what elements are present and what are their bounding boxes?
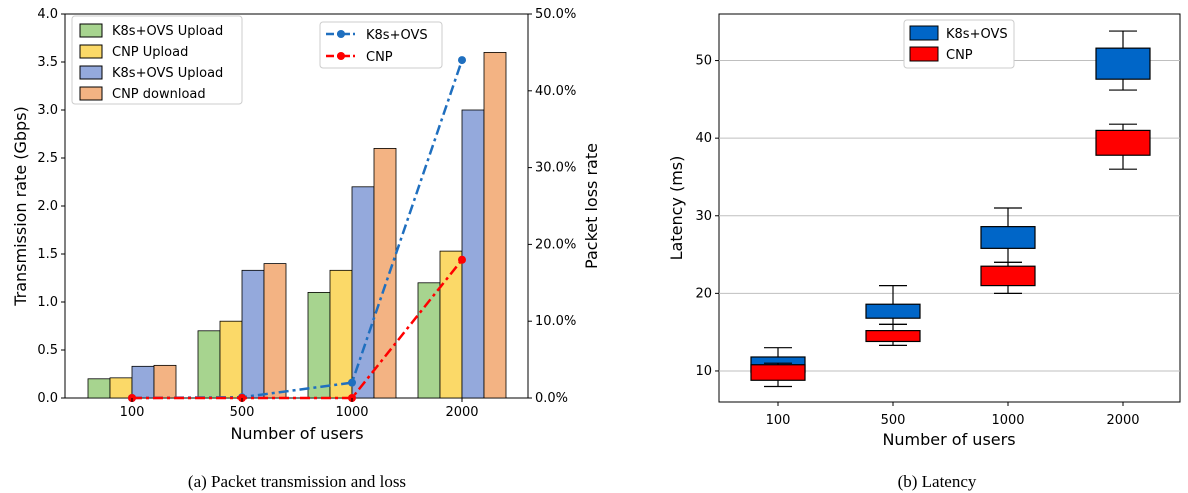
chart-a-bar-legend: K8s+OVS Upload CNP Upload K8s+OVS Upload… xyxy=(71,15,243,105)
chart-a-y2label: Packet loss rate xyxy=(582,143,601,269)
y-tick-label: 30 xyxy=(695,209,712,224)
legend-marker-cnp xyxy=(337,52,345,60)
legend-label-cnp-upload: CNP Upload xyxy=(112,45,188,60)
box-cnp-500 xyxy=(865,330,921,343)
bar-3-500 xyxy=(241,269,265,399)
box-k8s-500 xyxy=(865,303,921,319)
y2-tick-label: 50.0% xyxy=(535,7,576,22)
loss-point-k8s-2000 xyxy=(458,56,466,65)
bar-1-500 xyxy=(197,330,221,399)
loss-line-cnp xyxy=(132,258,463,400)
bar-4-2000 xyxy=(483,52,507,399)
bar-3-1000 xyxy=(351,186,375,399)
legend-label-k8s-upload: K8s+OVS Upload xyxy=(112,24,223,39)
box-k8s-1000 xyxy=(980,226,1036,249)
x-tick-label: 100 xyxy=(120,405,145,420)
box-cnp-1000 xyxy=(980,265,1036,287)
chart-b-legend: K8s+OVS CNP xyxy=(903,19,1015,69)
x-tick-label: 2000 xyxy=(1106,413,1139,428)
legend-marker-k8s xyxy=(337,30,345,38)
chart-a-xlabel: Number of users xyxy=(230,424,363,443)
chart-b-ylabel: Latency (ms) xyxy=(667,156,686,261)
legend-label-loss-cnp: CNP xyxy=(366,50,393,65)
bar-4-500 xyxy=(263,263,287,399)
chart-b-frame xyxy=(718,13,1181,403)
legend-label-loss-k8s: K8s+OVS xyxy=(366,28,428,43)
legend-swatch-k8s-upload-2 xyxy=(79,65,103,80)
chart-a-ylabel: Transmission rate (Gbps) xyxy=(11,106,30,307)
x-tick-label: 2000 xyxy=(445,405,478,420)
legend-swatch-k8s-upload xyxy=(79,23,103,38)
x-tick-label: 100 xyxy=(766,413,791,428)
line-legend-box xyxy=(319,21,443,69)
y-tick-label: 0.5 xyxy=(37,343,58,358)
bar-2-100 xyxy=(109,377,133,399)
y2-tick-label: 10.0% xyxy=(535,314,576,329)
y2-tick-label: 40.0% xyxy=(535,84,576,99)
y-tick-label: 1.0 xyxy=(37,295,58,310)
transmission-loss-chart: 0.0 0.5 1.0 1.5 2.0 2.5 3.0 3.5 4.0 0.0% 10.0% 20.… xyxy=(11,7,601,443)
box-cnp-100 xyxy=(750,364,806,381)
y-tick-label: 10 xyxy=(695,364,712,379)
legend-swatch-latency-k8s xyxy=(909,25,939,41)
bar-3-100 xyxy=(131,365,155,399)
box-cnp-2000 xyxy=(1095,129,1151,156)
legend-label-latency-cnp: CNP xyxy=(946,48,973,63)
caption-a: (a) Packet transmission and loss xyxy=(188,472,406,491)
y-tick-label: 3.0 xyxy=(37,103,58,118)
bar-4-1000 xyxy=(373,147,397,399)
y-tick-label: 50 xyxy=(695,54,712,69)
y2-tick-label: 20.0% xyxy=(535,237,576,252)
legend-label-latency-k8s: K8s+OVS xyxy=(946,27,1008,42)
x-tick-label: 500 xyxy=(230,405,255,420)
y-tick-label: 0.0 xyxy=(37,391,58,406)
x-tick-label: 500 xyxy=(881,413,906,428)
legend-label-k8s-upload-2: K8s+OVS Upload xyxy=(112,66,223,81)
bar-2-500 xyxy=(219,320,243,399)
y-tick-label: 3.5 xyxy=(37,55,58,70)
y-tick-label: 2.0 xyxy=(37,199,58,214)
y-tick-label: 4.0 xyxy=(37,7,58,22)
y2-tick-label: 0.0% xyxy=(535,391,568,406)
caption-b: (b) Latency xyxy=(898,472,977,491)
chart-b-xlabel: Number of users xyxy=(882,430,1015,449)
bar-1-100 xyxy=(87,378,111,399)
y-tick-label: 2.5 xyxy=(37,151,58,166)
box-k8s-2000 xyxy=(1095,47,1151,80)
x-tick-label: 1000 xyxy=(991,413,1024,428)
legend-swatch-cnp-download xyxy=(79,86,103,101)
y-tick-label: 1.5 xyxy=(37,247,58,262)
y2-tick-label: 30.0% xyxy=(535,161,576,176)
y-tick-label: 20 xyxy=(695,286,712,301)
legend-label-cnp-download: CNP download xyxy=(112,87,206,102)
bar-2-1000 xyxy=(329,269,353,399)
legend-swatch-cnp-upload xyxy=(79,44,103,59)
legend-swatch-latency-cnp xyxy=(909,46,939,62)
latency-chart: 10 20 30 40 50 100 500 1000 2000 Number of user… xyxy=(667,13,1181,449)
bar-4-100 xyxy=(153,364,177,399)
loss-point-cnp-2000 xyxy=(458,255,466,264)
y-tick-label: 40 xyxy=(695,131,712,146)
bar-3-2000 xyxy=(461,109,485,399)
bar-1-1000 xyxy=(307,291,331,399)
x-tick-label: 1000 xyxy=(335,405,368,420)
loss-line-k8s xyxy=(131,59,464,400)
chart-a-line-legend: K8s+OVS CNP xyxy=(319,21,443,69)
loss-point-k8s-1000 xyxy=(348,378,356,387)
bar-legend-box xyxy=(71,15,243,105)
